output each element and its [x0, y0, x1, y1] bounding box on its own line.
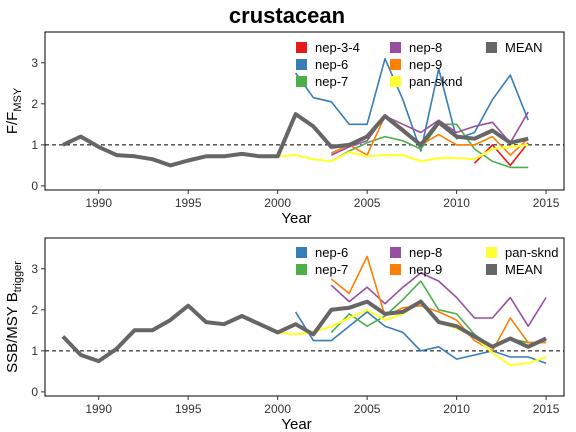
- x-tick-label: 2015: [533, 402, 560, 416]
- legend-label-mean: MEAN: [505, 40, 543, 55]
- panel-ffmsy: 1990 1995 2000 2005 2010 2015 0 1 2 3 Year F/FMSY ne…: [4, 31, 565, 227]
- y-axis-label: SSB/MSY Btrigger: [4, 261, 24, 373]
- x-tick-label: 1995: [175, 196, 202, 210]
- legend-label-nep-7: nep-7: [315, 74, 348, 89]
- legend-key-nep-6: [296, 247, 307, 258]
- legend-key-nep-9: [390, 264, 401, 275]
- x-tick-label: 2000: [264, 402, 291, 416]
- legend-label-nep-6: nep-6: [315, 57, 348, 72]
- series-line-nep-6: [294, 311, 547, 364]
- series-line-nep-9: [330, 115, 529, 156]
- x-tick-label: 2010: [443, 402, 470, 416]
- legend-key-nep-6: [296, 59, 307, 70]
- legend: nep-3-4 nep-6 nep-7 nep-8 nep-9 pan-sknd MEAN: [296, 40, 543, 89]
- y-tick-label: 1: [31, 344, 38, 358]
- series-line-mean: [61, 299, 547, 364]
- x-tick-label: 2010: [443, 196, 470, 210]
- legend-key-nep-8: [390, 42, 401, 53]
- x-axis-label: Year: [281, 416, 311, 432]
- x-axis-label: Year: [281, 210, 311, 227]
- legend: nep-6 nep-7 nep-8 nep-9 pan-sknd MEAN: [296, 245, 558, 277]
- figure-title: crustacean: [229, 3, 345, 28]
- y-tick-label: 3: [31, 262, 38, 276]
- y-axis-label: F/FMSY: [4, 87, 24, 134]
- y-tick-label: 2: [31, 97, 38, 111]
- y-axis-label-subscript: trigger: [12, 261, 24, 293]
- plot-frame: [44, 237, 565, 397]
- legend-label-nep-9: nep-9: [409, 57, 442, 72]
- y-tick-label: 0: [31, 385, 38, 399]
- y-tick-label: 3: [31, 56, 38, 70]
- legend-label-mean: MEAN: [505, 262, 543, 277]
- x-tick-label: 2005: [354, 402, 381, 416]
- y-tick-label: 0: [31, 179, 38, 193]
- legend-label-nep-6: nep-6: [315, 245, 348, 260]
- x-tick-label: 1990: [85, 196, 112, 210]
- legend-label-nep-8: nep-8: [409, 245, 442, 260]
- legend-label-nep-8: nep-8: [409, 40, 442, 55]
- series-line-nep-8: [330, 272, 547, 328]
- y-tick-label: 1: [31, 138, 38, 152]
- x-tick-label: 2005: [354, 196, 381, 210]
- series-line-nep-9: [330, 255, 547, 352]
- legend-label-pan-sknd: pan-sknd: [505, 245, 558, 260]
- legend-key-nep-7: [296, 76, 307, 87]
- series-line-nep-8: [330, 111, 529, 156]
- legend-key-mean: [486, 264, 497, 275]
- legend-key-pan-sknd: [390, 76, 401, 87]
- series-line-mean: [62, 112, 529, 168]
- legend-key-nep-8: [390, 247, 401, 258]
- series-line-nep-6: [294, 57, 529, 152]
- legend-label-pan-sknd: pan-sknd: [409, 74, 462, 89]
- legend-key-nep-7: [296, 264, 307, 275]
- x-tick-label: 2015: [533, 196, 560, 210]
- legend-key-pan-sknd: [486, 247, 497, 258]
- panel-ssb: 1990 1995 2000 2005 2010 2015 0 1 2 3 Year SSB/MSY …: [4, 237, 565, 432]
- legend-key-mean: [486, 42, 497, 53]
- plot-frame: [44, 31, 565, 191]
- x-tick-label: 2000: [264, 196, 291, 210]
- legend-key-nep-3-4: [296, 42, 307, 53]
- x-tick-label: 1995: [175, 402, 202, 416]
- legend-label-nep-3-4: nep-3-4: [315, 40, 360, 55]
- legend-label-nep-9: nep-9: [409, 262, 442, 277]
- legend-label-nep-7: nep-7: [315, 262, 348, 277]
- y-axis-label-main: F/F: [4, 112, 21, 135]
- y-axis-label-main: SSB/MSY B: [4, 292, 21, 373]
- x-tick-label: 1990: [85, 402, 112, 416]
- legend-key-nep-9: [390, 59, 401, 70]
- y-tick-label: 2: [31, 303, 38, 317]
- y-axis-label-subscript: MSY: [12, 87, 24, 112]
